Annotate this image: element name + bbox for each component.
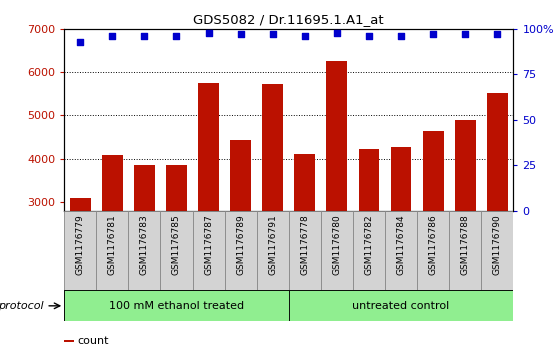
Bar [134, 165, 155, 211]
Bar [449, 211, 481, 290]
Bar [289, 211, 321, 290]
Point [300, 33, 309, 39]
Bar [64, 290, 289, 321]
Text: GSM1176778: GSM1176778 [300, 215, 309, 275]
Bar [417, 211, 449, 290]
Point [268, 32, 277, 37]
Bar [321, 211, 353, 290]
Point [204, 30, 213, 36]
Bar [289, 290, 513, 321]
Bar [385, 211, 417, 290]
Text: count: count [78, 336, 109, 346]
Bar [198, 83, 219, 211]
Point [172, 33, 181, 39]
Bar [64, 340, 74, 342]
Bar [257, 211, 289, 290]
Text: GSM1176785: GSM1176785 [172, 215, 181, 275]
Bar [359, 149, 379, 211]
Text: untreated control: untreated control [353, 301, 450, 311]
Bar [166, 165, 187, 211]
Text: GSM1176783: GSM1176783 [140, 215, 149, 275]
Bar [353, 211, 385, 290]
Point [333, 30, 341, 36]
Text: GSM1176788: GSM1176788 [461, 215, 470, 275]
Point [397, 33, 406, 39]
Point [429, 32, 437, 37]
Text: GSM1176780: GSM1176780 [333, 215, 341, 275]
Text: GSM1176789: GSM1176789 [236, 215, 245, 275]
Bar [295, 154, 315, 211]
Point [108, 33, 117, 39]
Text: GSM1176790: GSM1176790 [493, 215, 502, 275]
Text: GSM1176787: GSM1176787 [204, 215, 213, 275]
Point [364, 33, 373, 39]
Text: GSM1176786: GSM1176786 [429, 215, 437, 275]
Text: GSM1176784: GSM1176784 [397, 215, 406, 275]
Bar [128, 211, 161, 290]
Bar [230, 140, 251, 211]
Bar [391, 147, 411, 211]
Bar [97, 211, 128, 290]
Point [461, 32, 470, 37]
Text: 100 mM ethanol treated: 100 mM ethanol treated [109, 301, 244, 311]
Point [76, 39, 85, 45]
Text: GSM1176779: GSM1176779 [76, 215, 85, 275]
Bar [423, 131, 444, 211]
Bar [193, 211, 224, 290]
Bar [262, 84, 283, 211]
Title: GDS5082 / Dr.11695.1.A1_at: GDS5082 / Dr.11695.1.A1_at [194, 13, 384, 26]
Bar [481, 211, 513, 290]
Point [236, 32, 245, 37]
Bar [326, 61, 347, 211]
Bar [224, 211, 257, 290]
Bar [161, 211, 193, 290]
Text: GSM1176781: GSM1176781 [108, 215, 117, 275]
Text: protocol: protocol [0, 301, 44, 311]
Bar [455, 120, 475, 211]
Bar [64, 211, 96, 290]
Point [140, 33, 149, 39]
Bar [487, 93, 508, 211]
Point [493, 32, 502, 37]
Bar [70, 199, 90, 211]
Text: GSM1176791: GSM1176791 [268, 215, 277, 275]
Bar [102, 155, 123, 211]
Text: GSM1176782: GSM1176782 [364, 215, 373, 275]
